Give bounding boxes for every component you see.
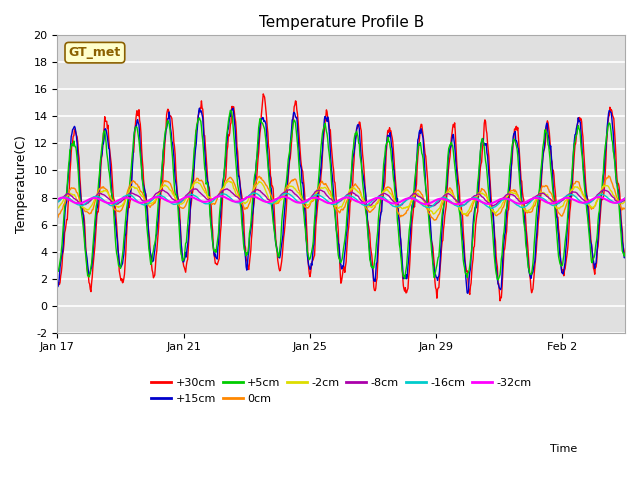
- 0cm: [291, 177, 298, 182]
- 0cm: [260, 179, 268, 185]
- -16cm: [260, 198, 268, 204]
- -8cm: [54, 199, 61, 205]
- -16cm: [488, 205, 496, 211]
- +5cm: [187, 184, 195, 190]
- +30cm: [291, 102, 299, 108]
- 0cm: [605, 173, 612, 179]
- -8cm: [396, 203, 404, 209]
- -32cm: [513, 200, 521, 206]
- +5cm: [621, 250, 629, 256]
- -2cm: [187, 187, 195, 192]
- -8cm: [260, 192, 268, 198]
- +5cm: [227, 108, 234, 113]
- Text: Time: Time: [550, 444, 577, 454]
- +30cm: [376, 218, 383, 224]
- -32cm: [74, 200, 82, 206]
- +5cm: [260, 126, 268, 132]
- +15cm: [291, 111, 299, 117]
- -16cm: [291, 196, 299, 202]
- 0cm: [621, 205, 629, 211]
- +5cm: [513, 147, 521, 153]
- +15cm: [464, 290, 472, 296]
- -2cm: [225, 178, 232, 184]
- 0cm: [74, 191, 82, 197]
- +30cm: [54, 279, 61, 285]
- -16cm: [54, 200, 61, 205]
- -2cm: [513, 192, 521, 198]
- Line: 0cm: 0cm: [58, 176, 625, 220]
- +5cm: [74, 163, 82, 168]
- +15cm: [196, 105, 204, 111]
- Text: GT_met: GT_met: [68, 46, 121, 59]
- 0cm: [431, 217, 439, 223]
- +30cm: [74, 140, 82, 145]
- -32cm: [452, 201, 460, 207]
- -2cm: [260, 185, 268, 191]
- Y-axis label: Temperature(C): Temperature(C): [15, 135, 28, 233]
- -32cm: [187, 194, 195, 200]
- +15cm: [187, 197, 195, 203]
- -8cm: [223, 186, 231, 192]
- -32cm: [260, 199, 268, 204]
- 0cm: [513, 189, 520, 195]
- +30cm: [621, 251, 629, 256]
- +5cm: [494, 277, 502, 283]
- -32cm: [291, 199, 299, 204]
- -32cm: [216, 193, 224, 199]
- +30cm: [496, 298, 504, 304]
- 0cm: [187, 188, 195, 194]
- -16cm: [376, 194, 383, 200]
- -2cm: [461, 212, 469, 217]
- Legend: +30cm, +15cm, +5cm, 0cm, -2cm, -8cm, -16cm, -32cm: +30cm, +15cm, +5cm, 0cm, -2cm, -8cm, -16…: [147, 374, 536, 408]
- -2cm: [74, 198, 82, 204]
- -2cm: [291, 186, 299, 192]
- 0cm: [375, 198, 383, 204]
- -8cm: [74, 198, 82, 204]
- 0cm: [54, 216, 61, 221]
- Line: +30cm: +30cm: [58, 94, 625, 301]
- -32cm: [621, 196, 629, 202]
- +30cm: [260, 94, 268, 100]
- -8cm: [513, 196, 521, 202]
- -16cm: [74, 202, 82, 207]
- +15cm: [621, 253, 629, 259]
- -16cm: [250, 190, 257, 196]
- Line: +5cm: +5cm: [58, 110, 625, 280]
- +15cm: [54, 284, 61, 290]
- -16cm: [621, 195, 629, 201]
- +30cm: [187, 203, 195, 208]
- +30cm: [259, 91, 267, 97]
- -32cm: [376, 195, 383, 201]
- -2cm: [54, 205, 61, 211]
- -2cm: [376, 195, 383, 201]
- Line: -2cm: -2cm: [58, 181, 625, 215]
- +5cm: [291, 118, 299, 124]
- -8cm: [291, 191, 299, 197]
- -8cm: [187, 188, 195, 193]
- +15cm: [260, 118, 268, 123]
- -8cm: [376, 192, 383, 198]
- Line: -16cm: -16cm: [58, 193, 625, 208]
- +30cm: [513, 127, 521, 133]
- +5cm: [54, 266, 61, 272]
- +15cm: [74, 152, 82, 157]
- -8cm: [621, 197, 629, 203]
- Line: +15cm: +15cm: [58, 108, 625, 293]
- Line: -32cm: -32cm: [58, 196, 625, 204]
- Line: -8cm: -8cm: [58, 189, 625, 206]
- -16cm: [187, 192, 195, 197]
- -32cm: [54, 196, 61, 202]
- +15cm: [513, 140, 521, 146]
- Title: Temperature Profile B: Temperature Profile B: [259, 15, 424, 30]
- -2cm: [621, 199, 629, 204]
- +5cm: [376, 203, 383, 209]
- -16cm: [513, 202, 521, 208]
- +15cm: [376, 219, 383, 225]
